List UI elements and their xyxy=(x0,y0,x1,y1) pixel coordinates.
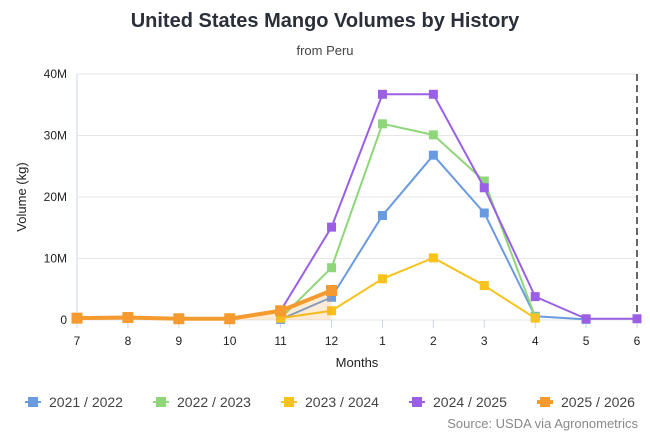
data-point xyxy=(530,313,540,323)
data-point xyxy=(377,210,387,220)
data-point xyxy=(377,119,387,129)
y-tick-label: 30M xyxy=(44,129,67,143)
legend-marker xyxy=(412,397,422,407)
y-axis-title: Volume (kg) xyxy=(14,162,29,231)
data-point xyxy=(428,89,438,99)
legend-marker xyxy=(156,397,166,407)
data-point xyxy=(479,281,489,291)
series-line xyxy=(76,288,333,321)
x-tick-label: 1 xyxy=(379,334,386,348)
data-point xyxy=(428,253,438,263)
data-point xyxy=(428,130,438,140)
x-tick-label: 2 xyxy=(430,334,437,348)
data-point xyxy=(479,183,489,193)
y-tick-label: 0 xyxy=(60,313,67,327)
x-tick-label: 11 xyxy=(274,334,287,348)
y-tick-label: 20M xyxy=(44,190,67,204)
legend-item[interactable]: 2022 / 2023 xyxy=(177,394,251,410)
x-tick-label: 8 xyxy=(125,334,132,348)
data-point xyxy=(530,292,540,302)
x-tick-label: 5 xyxy=(583,334,590,348)
data-point xyxy=(122,312,134,324)
legend-item[interactable]: 2023 / 2024 xyxy=(305,394,379,410)
data-point xyxy=(275,305,287,317)
legend-marker xyxy=(284,397,294,407)
data-point xyxy=(428,150,438,160)
legend-item[interactable]: 2024 / 2025 xyxy=(433,394,507,410)
legend-marker xyxy=(28,397,38,407)
source-credit: Source: USDA via Agronometrics xyxy=(447,416,638,431)
data-point xyxy=(327,292,337,302)
series-area xyxy=(77,290,332,320)
x-tick-label: 3 xyxy=(481,334,488,348)
x-tick-label: 7 xyxy=(74,334,81,348)
y-tick-label: 10M xyxy=(44,252,67,266)
y-tick-label: 40M xyxy=(44,67,67,81)
data-point xyxy=(327,263,337,273)
series-line xyxy=(279,122,537,319)
data-point xyxy=(377,89,387,99)
series-line xyxy=(280,256,536,320)
data-point xyxy=(479,208,489,218)
data-point xyxy=(581,314,591,324)
chart-subtitle: from Peru xyxy=(296,43,354,58)
data-point xyxy=(377,274,387,284)
data-point xyxy=(632,314,642,324)
legend-item[interactable]: 2021 / 2022 xyxy=(49,394,123,410)
data-point xyxy=(327,306,337,316)
data-point xyxy=(276,313,286,323)
data-point xyxy=(224,313,236,325)
x-axis-title: Months xyxy=(336,355,379,370)
legend-marker xyxy=(540,397,550,407)
x-tick-label: 9 xyxy=(175,334,182,348)
x-tick-label: 12 xyxy=(325,334,339,348)
data-point xyxy=(479,176,489,186)
x-tick-label: 10 xyxy=(223,334,237,348)
data-point xyxy=(71,312,83,324)
chart-title: United States Mango Volumes by History xyxy=(130,10,520,32)
series-line xyxy=(279,93,637,320)
x-tick-label: 4 xyxy=(532,334,539,348)
legend-item[interactable]: 2025 / 2026 xyxy=(561,394,635,410)
x-tick-label: 6 xyxy=(634,334,641,348)
data-point xyxy=(173,313,185,325)
data-point xyxy=(326,284,338,296)
data-point xyxy=(327,222,337,232)
